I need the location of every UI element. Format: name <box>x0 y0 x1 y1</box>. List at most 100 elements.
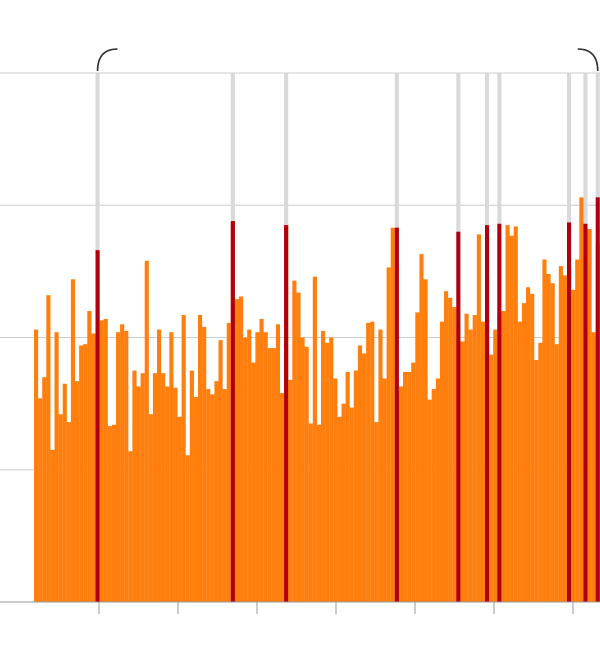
bar <box>239 296 244 602</box>
bar <box>382 378 387 602</box>
bar <box>370 321 375 602</box>
highlight-bar <box>394 227 399 603</box>
bar <box>337 416 342 602</box>
bar <box>169 332 174 602</box>
bar <box>185 455 190 602</box>
bar <box>296 292 301 602</box>
bar <box>75 381 80 602</box>
bracket-left <box>96 48 118 72</box>
bar <box>136 386 141 602</box>
bar <box>321 330 326 602</box>
bar <box>575 259 580 602</box>
bar <box>493 329 498 602</box>
bar <box>542 259 547 602</box>
bar <box>198 315 203 602</box>
bar <box>288 379 293 602</box>
bar <box>427 399 432 602</box>
bar <box>255 332 260 602</box>
bar <box>226 322 231 602</box>
bar <box>505 225 510 602</box>
bar <box>87 311 92 602</box>
bar <box>218 340 223 602</box>
highlight-bar <box>497 223 502 602</box>
bar <box>526 287 531 602</box>
bar <box>431 389 436 602</box>
highlight-bar <box>485 225 490 602</box>
bar <box>206 389 211 602</box>
bar <box>161 373 166 602</box>
bar <box>124 330 129 602</box>
bar <box>210 394 215 602</box>
bar <box>357 345 363 602</box>
x-axis <box>0 601 600 614</box>
bar <box>398 386 404 602</box>
bar <box>58 414 63 602</box>
highlight-bar <box>284 225 289 602</box>
bar <box>308 423 313 602</box>
bar <box>579 197 584 602</box>
bar <box>222 389 227 602</box>
bar <box>333 378 338 602</box>
bar <box>103 318 108 602</box>
bar <box>243 337 248 602</box>
bar <box>513 226 518 602</box>
bar <box>275 324 281 602</box>
bar <box>353 370 358 602</box>
highlight-bar <box>583 223 588 602</box>
bar <box>120 324 125 602</box>
bracket-right <box>577 48 599 72</box>
bar <box>591 332 596 602</box>
highlight-bar <box>567 222 572 602</box>
bar <box>538 342 543 602</box>
bar <box>267 348 272 602</box>
bar <box>509 235 514 603</box>
bar <box>554 344 559 602</box>
bar <box>181 315 186 602</box>
bar <box>325 342 330 602</box>
bar <box>234 299 240 602</box>
bar <box>292 280 297 602</box>
bar <box>271 348 276 602</box>
bar <box>251 362 256 602</box>
bars <box>34 197 600 603</box>
highlight-bar <box>456 231 461 602</box>
bar <box>116 332 121 602</box>
bar <box>214 381 219 602</box>
bar <box>480 321 486 602</box>
bar <box>419 254 424 602</box>
bar <box>202 326 207 602</box>
bar <box>128 451 133 602</box>
bracket <box>96 48 599 72</box>
bar <box>472 315 477 602</box>
bar <box>439 321 445 602</box>
bar <box>366 322 371 602</box>
bar <box>517 321 522 602</box>
bar <box>34 329 39 602</box>
bar <box>476 234 481 602</box>
bar <box>501 311 506 602</box>
bar <box>111 424 117 602</box>
bar <box>177 416 182 602</box>
bar <box>550 283 555 602</box>
highlight-bar <box>595 197 600 602</box>
bar <box>300 337 305 602</box>
bar <box>534 359 539 602</box>
bar <box>345 371 350 602</box>
bar <box>530 293 535 602</box>
bar <box>435 378 440 602</box>
bar <box>66 422 71 602</box>
bar <box>571 289 576 602</box>
bar <box>316 424 322 602</box>
bar <box>83 344 88 602</box>
bar <box>99 320 104 602</box>
bar <box>349 407 354 602</box>
bar <box>521 303 527 602</box>
bar <box>173 387 178 602</box>
bar <box>193 397 199 602</box>
bar <box>91 333 96 602</box>
bar <box>444 291 449 602</box>
bar <box>38 398 43 602</box>
bar <box>259 318 264 602</box>
bar <box>46 295 51 602</box>
